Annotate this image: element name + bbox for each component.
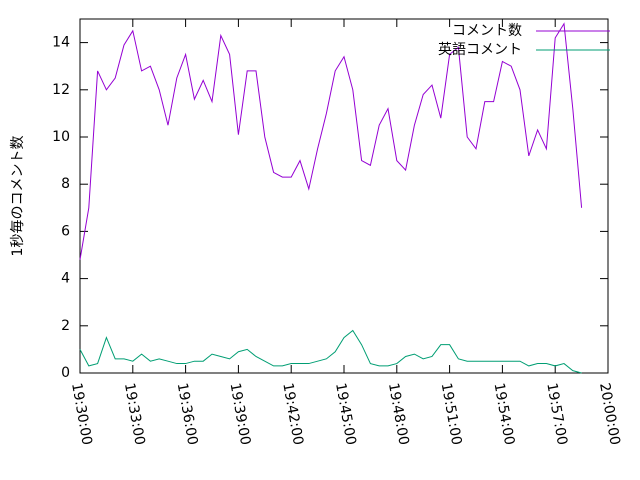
series-line	[79, 329, 582, 374]
y-tick-label: 12	[52, 82, 70, 98]
y-axis-label: 1秒毎のコメント数	[10, 136, 26, 257]
x-tick-label: 19:45:00	[332, 382, 359, 447]
y-tick-label: 8	[61, 176, 70, 192]
y-tick-label: 0	[61, 365, 70, 381]
x-tick-label: 19:36:00	[174, 382, 201, 447]
plot-frame	[79, 18, 609, 374]
y-tick-label: 6	[61, 223, 70, 239]
y-tick-label: 4	[61, 271, 70, 287]
x-tick-label: 19:30:00	[68, 382, 95, 447]
x-tick-label: 19:51:00	[438, 382, 465, 447]
y-tick-label: 14	[52, 35, 70, 51]
x-tick-label: 19:54:00	[491, 382, 518, 447]
x-tick-label: 19:42:00	[279, 382, 306, 447]
legend-label: 英語コメント	[438, 41, 522, 58]
x-tick-label: 19:39:00	[227, 382, 254, 447]
series-line	[79, 22, 583, 260]
x-tick-label: 20:00:00	[596, 382, 623, 447]
y-tick-label: 10	[52, 129, 70, 145]
x-tick-label: 19:33:00	[121, 382, 148, 447]
y-tick-label: 2	[61, 318, 70, 334]
x-tick-label: 19:48:00	[385, 382, 412, 447]
legend-label: コメント数	[452, 23, 522, 39]
x-tick-label: 19:57:00	[543, 382, 570, 447]
